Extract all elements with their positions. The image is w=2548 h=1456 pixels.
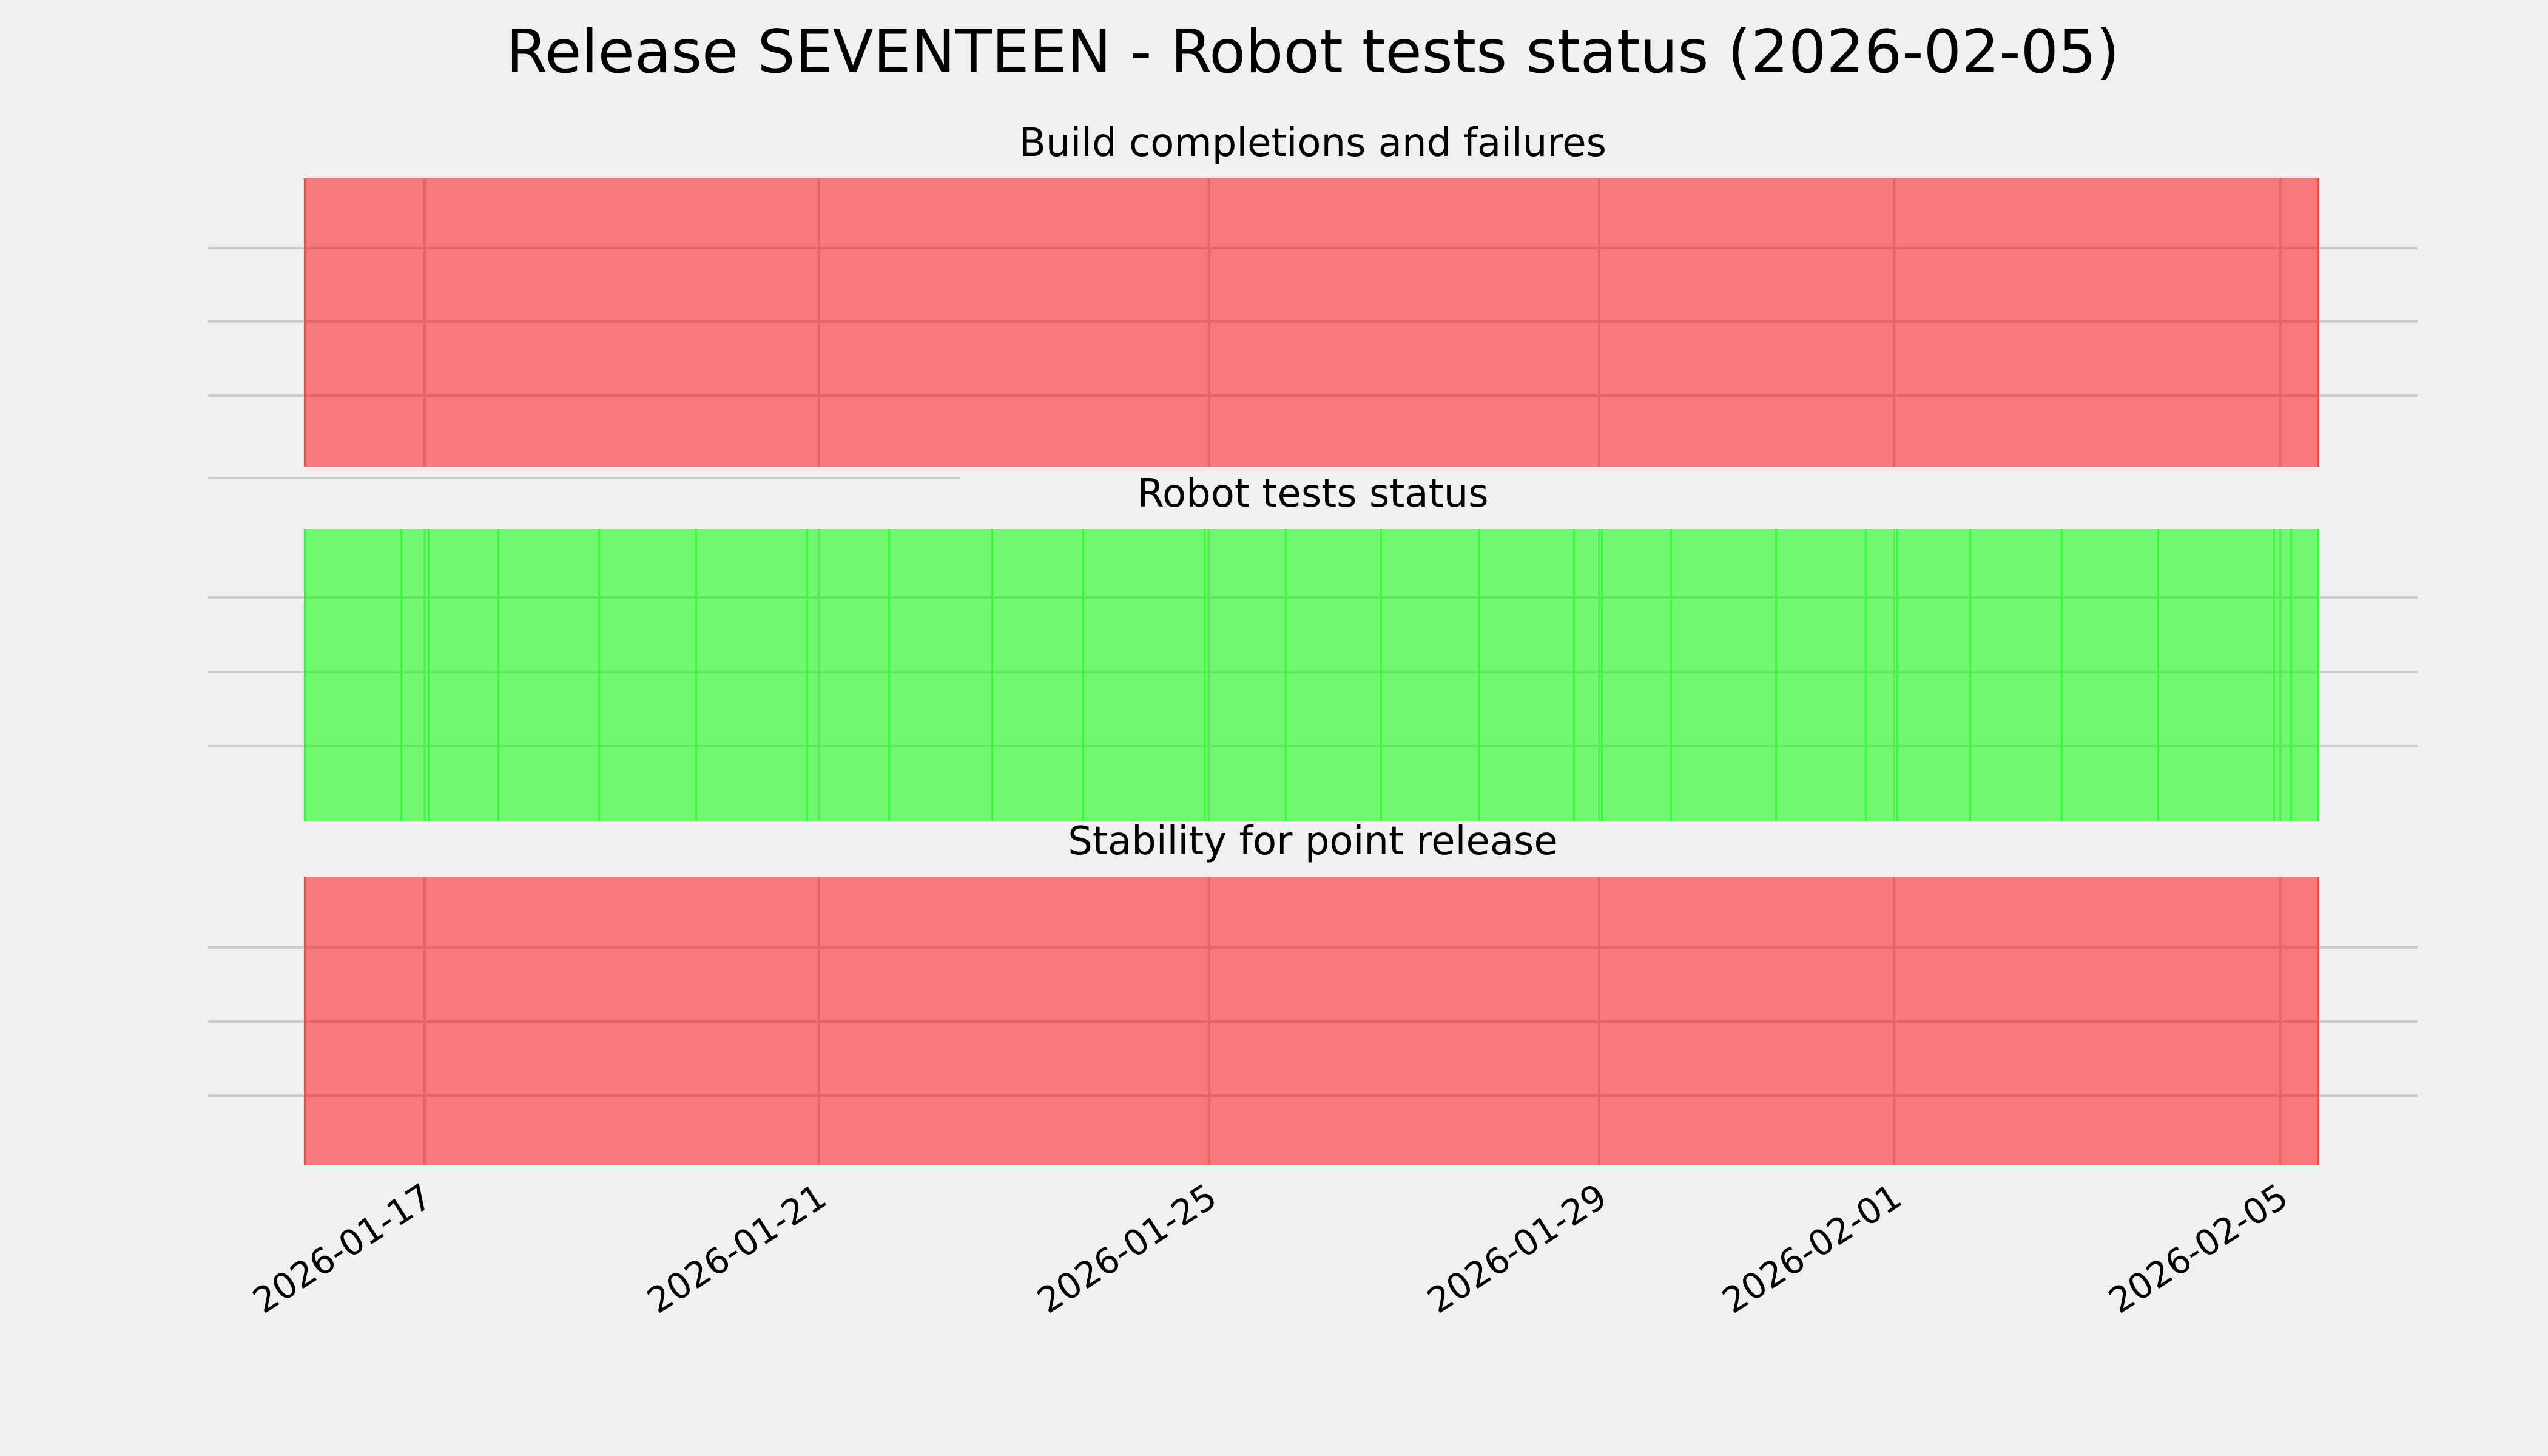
x-tick-label: 2026-01-17 xyxy=(245,1175,440,1322)
band-edge-right xyxy=(2317,529,2319,821)
segment-boundary-line xyxy=(1896,529,1898,821)
segment-boundary-line xyxy=(806,529,809,821)
panel-axes-robot-tests xyxy=(208,529,2418,821)
x-tick-label: 2026-02-01 xyxy=(1714,1175,1909,1322)
panel-title-robot-tests: Robot tests status xyxy=(1137,471,1489,516)
band-edge-right xyxy=(2317,178,2319,467)
segment-boundary-line xyxy=(695,529,698,821)
y-gridline xyxy=(208,394,2418,397)
status-band-failing xyxy=(304,178,2319,467)
figure-title: Release SEVENTEEN - Robot tests status (… xyxy=(506,18,2120,87)
y-gridline xyxy=(208,1020,2418,1023)
segment-boundary-line xyxy=(598,529,600,821)
x-tick-label: 2026-01-29 xyxy=(1420,1175,1614,1322)
segment-boundary-line xyxy=(2157,529,2160,821)
segment-boundary-line xyxy=(1284,529,1287,821)
segment-boundary-line xyxy=(991,529,993,821)
status-band-passing xyxy=(304,529,2319,821)
x-tick-label: 2026-01-25 xyxy=(1030,1175,1224,1322)
band-edge-left xyxy=(304,529,306,821)
panel-title-build-completions: Build completions and failures xyxy=(1019,121,1606,166)
segment-boundary-line xyxy=(1572,529,1575,821)
segment-boundary-line xyxy=(1082,529,1085,821)
subplot1-bottom-gridline xyxy=(208,477,960,479)
x-tick-label: 2026-02-05 xyxy=(2101,1175,2296,1322)
segment-boundary-line xyxy=(400,529,402,821)
y-gridline xyxy=(208,1094,2418,1097)
segment-boundary-line xyxy=(2060,529,2063,821)
panel-title-stability: Stability for point release xyxy=(1068,819,1558,864)
panel-axes-stability xyxy=(208,877,2418,1165)
x-tick-label: 2026-01-21 xyxy=(639,1175,834,1322)
segment-boundary-line xyxy=(1600,529,1603,821)
segment-boundary-line xyxy=(1670,529,1673,821)
segment-boundary-line xyxy=(1478,529,1480,821)
band-edge-left xyxy=(304,877,306,1165)
segment-boundary-line xyxy=(497,529,500,821)
segment-boundary-line xyxy=(1380,529,1383,821)
segment-boundary-line xyxy=(2273,529,2276,821)
segment-boundary-line xyxy=(2290,529,2293,821)
panel-axes-build-completions xyxy=(208,178,2418,467)
y-gridline xyxy=(208,246,2418,249)
segment-boundary-line xyxy=(1774,529,1777,821)
status-band-failing xyxy=(304,877,2319,1165)
segment-boundary-line xyxy=(1204,529,1206,821)
segment-boundary-line xyxy=(1969,529,1972,821)
band-edge-left xyxy=(304,178,306,467)
segment-boundary-line xyxy=(428,529,430,821)
y-gridline xyxy=(208,946,2418,949)
band-edge-right xyxy=(2317,877,2319,1165)
segment-boundary-line xyxy=(888,529,890,821)
y-gridline xyxy=(208,320,2418,323)
segment-boundary-line xyxy=(1865,529,1867,821)
